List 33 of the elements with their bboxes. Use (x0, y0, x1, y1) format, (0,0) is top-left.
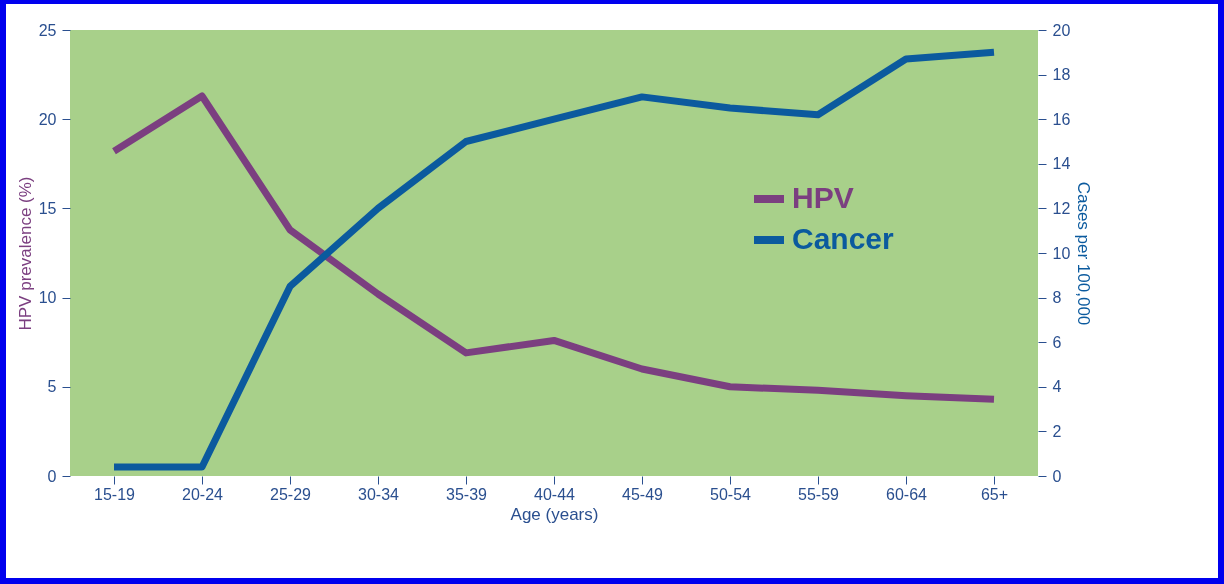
y-tick-label: 20 (38, 110, 57, 128)
x-tick-label: 25-29 (270, 485, 312, 503)
x-tick-label: 40-44 (534, 485, 576, 503)
y-tick-label: 10 (38, 289, 57, 307)
y2-axis-title: Cases per 100,000 (1074, 181, 1094, 326)
y2-tick-label: 6 (1052, 333, 1062, 351)
y2-tick-label: 20 (1052, 21, 1071, 39)
x-tick-label: 65+ (980, 485, 1009, 503)
y2-tick-label: 0 (1052, 467, 1062, 485)
x-tick-label: 50-54 (710, 485, 752, 503)
x-tick-label: 55-59 (798, 485, 840, 503)
x-axis-title: Age (years) (510, 504, 599, 524)
x-tick-label: 45-49 (622, 485, 664, 503)
y-axis-title: HPV prevalence (%) (15, 176, 35, 331)
y-tick-label: 25 (38, 21, 57, 39)
y-tick-label: 0 (47, 467, 57, 485)
y2-tick-label: 14 (1052, 155, 1071, 173)
y2-tick-label: 4 (1052, 378, 1062, 396)
y2-tick-label: 12 (1052, 199, 1071, 217)
x-tick-label: 35-39 (446, 485, 488, 503)
x-tick-label: 30-34 (358, 485, 400, 503)
y2-tick-label: 18 (1052, 66, 1071, 84)
x-tick-label: 20-24 (182, 485, 224, 503)
x-tick-label: 15-19 (94, 485, 136, 503)
y-tick-label: 5 (47, 378, 57, 396)
x-tick-label: 60-64 (886, 485, 928, 503)
y2-tick-label: 10 (1052, 244, 1071, 262)
y2-tick-label: 2 (1052, 422, 1062, 440)
y-tick-label: 15 (38, 199, 57, 217)
y2-tick-label: 8 (1052, 289, 1062, 307)
legend-label: Cancer (792, 222, 895, 255)
legend-label: HPV (792, 181, 854, 214)
y2-tick-label: 16 (1052, 110, 1071, 128)
